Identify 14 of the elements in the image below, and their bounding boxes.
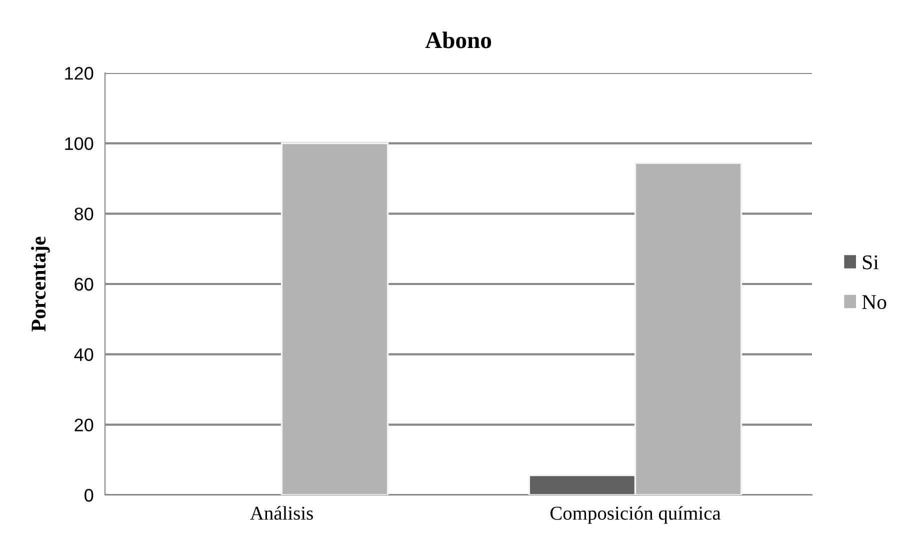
x-tick-label: Composición química [550,506,721,524]
x-tick-label: Análisis [250,506,313,520]
y-tick-label: 100 [65,137,94,150]
y-tick-label: 80 [74,208,94,220]
legend-label: No [862,295,886,310]
y-tick-label: 20 [74,418,94,432]
y-tick-label: 60 [74,278,94,291]
y-tick-label: 0 [84,488,94,502]
bar [280,142,389,495]
chart-title: Abono [425,32,492,48]
y-tick-label: 40 [74,348,94,362]
legend-label: Si [862,255,879,270]
y-axis-title: Porcentaje [30,236,50,332]
y-tick-label: 120 [65,66,94,80]
